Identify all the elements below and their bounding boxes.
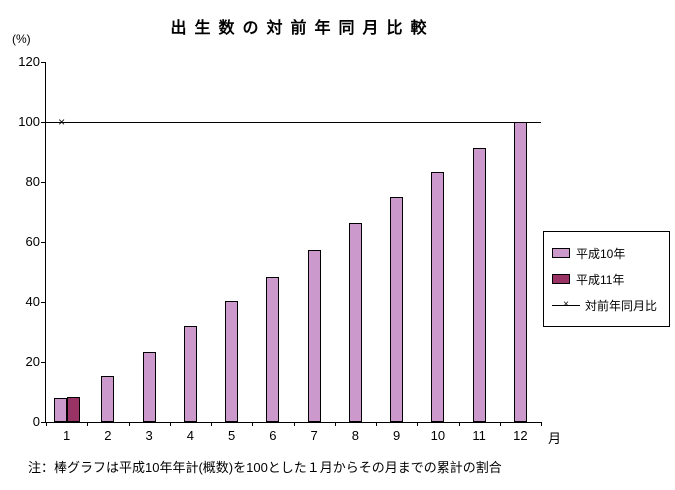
line-marker-x: × <box>563 299 569 310</box>
legend-label: 平成11年 <box>576 272 625 287</box>
footnote: 注：棒グラフは平成10年年計(概数)を100とした１月からその月までの累計の割合 <box>28 460 502 475</box>
y-axis-tick <box>41 302 46 303</box>
y-axis-unit-label: (%) <box>12 32 31 46</box>
x-axis-tick <box>169 422 171 426</box>
chart-title: 出生数の対前年同月比較 <box>170 20 435 37</box>
y-axis-tick <box>41 362 46 363</box>
bar <box>225 300 239 422</box>
line-marker-x: × <box>58 115 66 129</box>
x-axis-tick <box>417 422 419 426</box>
x-axis-category-label: 4 <box>186 428 194 443</box>
legend: 平成10年平成11年 × 対前年同月比 <box>543 231 670 327</box>
plot-area: 0 20 40 60 80 100 120 1 2 3 4 5 6 7 8 9 10 11 12 × <box>18 55 542 443</box>
legend-swatch <box>552 274 570 284</box>
y-axis-tick-label: 20 <box>25 354 40 369</box>
refline-100 <box>46 122 541 123</box>
bar <box>390 197 404 422</box>
x-axis-category-label: 7 <box>310 428 318 443</box>
bar <box>307 249 321 422</box>
bar <box>142 351 156 422</box>
legend-item: 平成10年 <box>552 240 661 266</box>
x-axis-tick <box>334 422 336 426</box>
x-axis-tick <box>376 422 377 426</box>
x-axis-category-label: 3 <box>145 428 153 443</box>
x-axis-category-label: 5 <box>228 428 236 443</box>
legend-label: 平成10年 <box>576 246 626 261</box>
y-axis-tick <box>41 182 46 183</box>
y-axis-tick <box>41 242 46 243</box>
x-axis-tick <box>252 422 254 426</box>
bar <box>431 171 445 422</box>
y-axis-tick <box>41 122 46 123</box>
x-axis-category-label: 6 <box>269 428 277 443</box>
legend-item: × 対前年同月比 <box>552 292 661 318</box>
x-axis-tick <box>87 422 89 426</box>
bar <box>266 276 280 422</box>
y-axis-tick-label: 40 <box>25 294 40 309</box>
x-axis-category-label: 11 <box>472 428 486 443</box>
y-axis-tick-label: 0 <box>32 414 40 429</box>
y-axis-tick <box>41 422 46 423</box>
y-axis-tick <box>41 62 46 63</box>
bar <box>513 122 527 422</box>
x-axis-category-label: 10 <box>430 428 446 443</box>
x-axis-unit-label: 月 <box>548 431 562 446</box>
y-axis-tick-label: 100 <box>18 114 40 129</box>
x-axis-tick <box>128 422 130 426</box>
bar <box>53 398 67 422</box>
x-axis-tick <box>458 422 460 426</box>
x-axis-tick <box>293 422 295 426</box>
x-axis-tick <box>541 422 542 426</box>
y-axis-tick-label: 120 <box>18 54 40 69</box>
x-axis-category-label: 2 <box>104 428 112 443</box>
bar <box>101 375 115 422</box>
bar <box>348 222 362 422</box>
x-axis-category-label: 8 <box>351 428 359 443</box>
x-axis-category-label: 1 <box>63 428 71 443</box>
legend-swatch <box>552 248 570 258</box>
legend-line-sample: × <box>552 299 580 311</box>
bar <box>66 397 80 422</box>
bar <box>472 147 486 422</box>
bar <box>183 326 197 422</box>
legend-label: 対前年同月比 <box>585 298 658 313</box>
x-axis-category-label: 12 <box>513 428 528 443</box>
x-axis-category-label: 9 <box>393 428 401 443</box>
y-axis-tick-label: 60 <box>25 234 40 249</box>
y-axis-tick-label: 80 <box>25 174 40 189</box>
x-axis-tick <box>211 422 212 426</box>
legend-item: 平成11年 <box>552 266 661 292</box>
x-axis-tick <box>499 422 501 426</box>
x-axis-tick <box>46 422 47 426</box>
